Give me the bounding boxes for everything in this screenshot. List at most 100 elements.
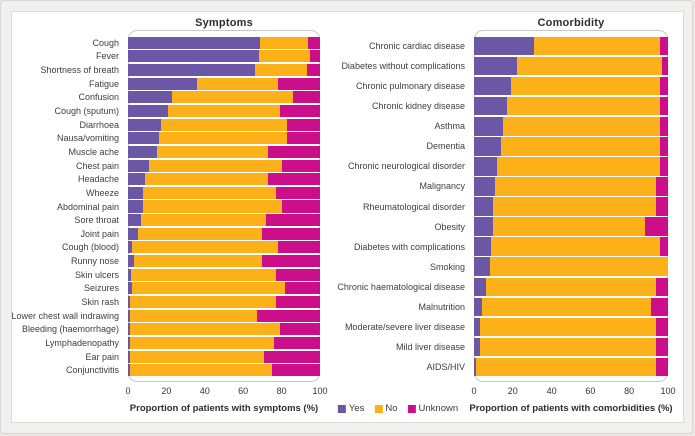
category-labels: Chronic cardiac disease Diabetes without … <box>337 36 470 377</box>
bar-segment-unknown <box>275 186 320 199</box>
category-label: Asthma <box>434 121 465 132</box>
bar-segment-unknown <box>660 117 668 136</box>
bar-segment-yes <box>474 297 482 317</box>
bar-segment-yes <box>128 186 144 199</box>
category-label: Chest pain <box>75 160 119 171</box>
bar-segment-no <box>129 323 280 336</box>
bar-segment-unknown <box>660 157 668 176</box>
category-label: Bleeding (haemorrhage) <box>21 324 119 335</box>
bars-area <box>474 36 668 377</box>
bar-segment-unknown <box>656 357 668 377</box>
x-tick: 0 <box>125 386 131 396</box>
bar-segment-unknown <box>656 337 668 357</box>
bar-row <box>128 241 320 254</box>
bar-segment-no <box>129 364 272 377</box>
bar-row <box>474 217 668 236</box>
x-axis-ticks: 0 20 40 60 80 100 <box>471 386 675 398</box>
category-label: Wheeze <box>85 187 119 198</box>
bar-row <box>128 295 320 309</box>
category-label: Confusion <box>78 92 119 103</box>
bar-segment-yes <box>474 96 507 116</box>
bar-row <box>128 64 320 77</box>
x-tick: 80 <box>624 386 635 396</box>
bar-row <box>128 132 320 145</box>
bar-segment-yes <box>474 237 492 256</box>
bar-segment-no <box>156 145 269 158</box>
bar-row <box>474 177 668 196</box>
category-label: Conjunctivitis <box>65 365 119 376</box>
category-label: Dementia <box>426 141 465 152</box>
x-tick: 0 <box>471 386 477 396</box>
x-axis-label-symptoms: Proportion of patients with symptoms (%) <box>129 403 319 414</box>
bar-segment-unknown <box>277 77 320 90</box>
bar-segment-no <box>160 118 288 131</box>
category-label: Cough (blood) <box>61 242 119 253</box>
bar-segment-no <box>475 357 657 377</box>
bar-row <box>474 357 668 377</box>
x-tick: 100 <box>312 386 328 396</box>
bar-row <box>128 200 320 213</box>
category-label: Diabetes with complications <box>353 241 465 252</box>
bar-row <box>474 197 668 216</box>
bar-segment-no <box>254 64 307 77</box>
legend-label: Unknown <box>418 403 459 414</box>
bar-segment-yes <box>128 77 198 90</box>
bar-segment-unknown <box>266 214 320 227</box>
bar-row <box>128 364 320 377</box>
bar-segment-unknown <box>281 159 320 172</box>
bar-segment-yes <box>128 36 261 49</box>
bar-segment-unknown <box>656 177 668 196</box>
bar-segment-no <box>141 214 267 227</box>
bar-segment-unknown <box>293 91 320 104</box>
bar-segment-yes <box>128 173 146 186</box>
category-label: Sore throat <box>74 215 119 226</box>
bar-row <box>128 118 320 131</box>
legend-label: No <box>385 403 398 414</box>
bar-segment-unknown <box>279 105 320 118</box>
bar-segment-unknown <box>273 336 320 349</box>
bar-segment-yes <box>474 217 494 236</box>
bar-segment-no <box>145 173 269 186</box>
bar-segment-yes <box>128 282 132 295</box>
bar-segment-no <box>510 76 661 96</box>
category-label: Moderate/severe liver disease <box>344 321 465 332</box>
bar-segment-yes <box>474 137 502 156</box>
bar-row <box>474 117 668 136</box>
bar-segment-no <box>258 50 311 63</box>
bar-segment-no <box>493 217 645 236</box>
x-axis-ticks: 0 20 40 60 80 100 <box>125 386 327 398</box>
legend-item-no: No <box>374 403 398 414</box>
legend-label: Yes <box>348 403 365 414</box>
bar-segment-yes <box>128 227 138 240</box>
category-label: Headache <box>77 174 119 185</box>
x-tick: 40 <box>546 386 557 396</box>
bar-row <box>128 105 320 118</box>
bar-segment-no <box>168 105 280 118</box>
bar-segment-yes <box>474 56 517 76</box>
bars-area <box>128 36 320 377</box>
bar-segment-yes <box>474 357 476 377</box>
bar-segment-unknown <box>285 282 320 295</box>
category-label: Chronic cardiac disease <box>368 41 465 52</box>
category-label: Lymphadenopathy <box>45 337 119 348</box>
bar-segment-no <box>131 282 286 295</box>
legend-swatch-icon <box>337 404 346 413</box>
legend-swatch-icon <box>374 404 383 413</box>
bar-row <box>128 268 320 281</box>
bar-segment-yes <box>128 159 150 172</box>
bar-segment-no <box>479 337 657 357</box>
bar-segment-unknown <box>268 173 320 186</box>
category-labels: Cough Fever Shortness of breath Fatigue Conf… <box>11 36 124 377</box>
bar-segment-unknown <box>660 137 668 156</box>
bar-segment-unknown <box>656 277 668 297</box>
bar-segment-unknown <box>279 323 320 336</box>
bar-segment-yes <box>474 197 494 216</box>
bar-segment-no <box>495 177 657 196</box>
bar-segment-yes <box>474 337 480 357</box>
category-label: Chronic pulmonary disease <box>355 81 465 92</box>
category-label: Joint pain <box>80 228 119 239</box>
category-label: Skin ulcers <box>74 269 119 280</box>
category-label: Diarrhoea <box>79 119 119 130</box>
bar-segment-no <box>479 317 657 337</box>
x-tick: 40 <box>199 386 210 396</box>
